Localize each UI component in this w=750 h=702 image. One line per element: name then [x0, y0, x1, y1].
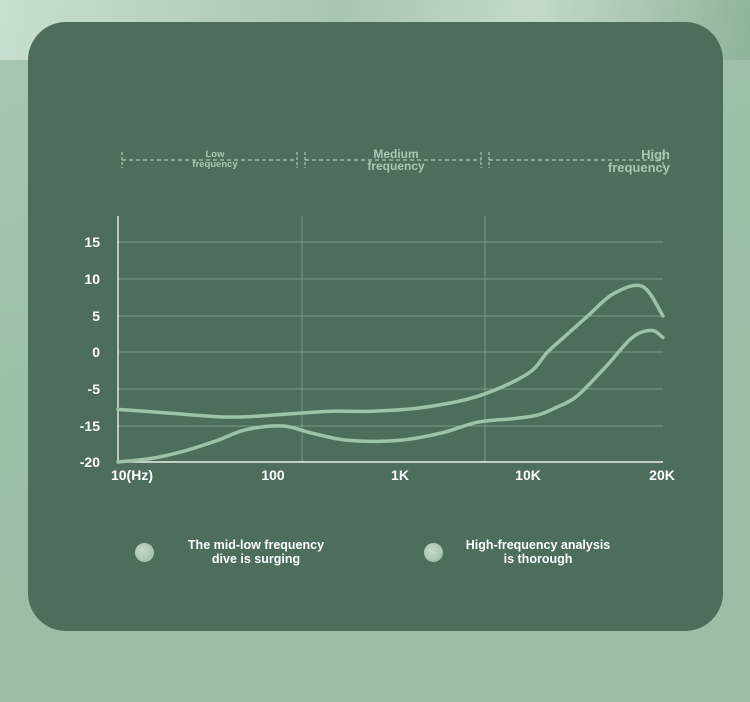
legend-dot-icon — [135, 543, 154, 562]
legend-label-mid-low: The mid-low frequency dive is surging — [187, 538, 325, 566]
series-line-mid-low — [116, 283, 665, 419]
y-tick-label: 10 — [84, 271, 100, 287]
band-label-low: Low frequency — [192, 149, 238, 170]
y-tick-label: 0 — [92, 344, 100, 360]
x-tick-label: 20K — [649, 467, 675, 483]
x-tick-label: 10K — [515, 467, 541, 483]
y-tick-label: 5 — [92, 308, 100, 324]
x-tick-label: 100 — [261, 467, 285, 483]
x-tick-label: 1K — [391, 467, 409, 483]
y-tick-label: -15 — [80, 418, 100, 434]
legend-dot-icon — [424, 543, 443, 562]
y-tick-label: -5 — [88, 381, 101, 397]
band-label-medium: Medium frequency — [367, 147, 425, 173]
legend-item-high: High-frequency analysis is thorough — [424, 538, 621, 566]
series-line-high — [116, 328, 665, 464]
band-label-high: High frequency — [607, 147, 670, 175]
y-tick-label: 15 — [84, 234, 100, 250]
legend-item-mid-low: The mid-low frequency dive is surging — [135, 538, 336, 566]
chart-card — [28, 22, 723, 631]
legend-label-high: High-frequency analysis is thorough — [465, 538, 611, 566]
x-tick-label: 10(Hz) — [111, 467, 153, 483]
y-tick-label: -20 — [80, 454, 100, 470]
